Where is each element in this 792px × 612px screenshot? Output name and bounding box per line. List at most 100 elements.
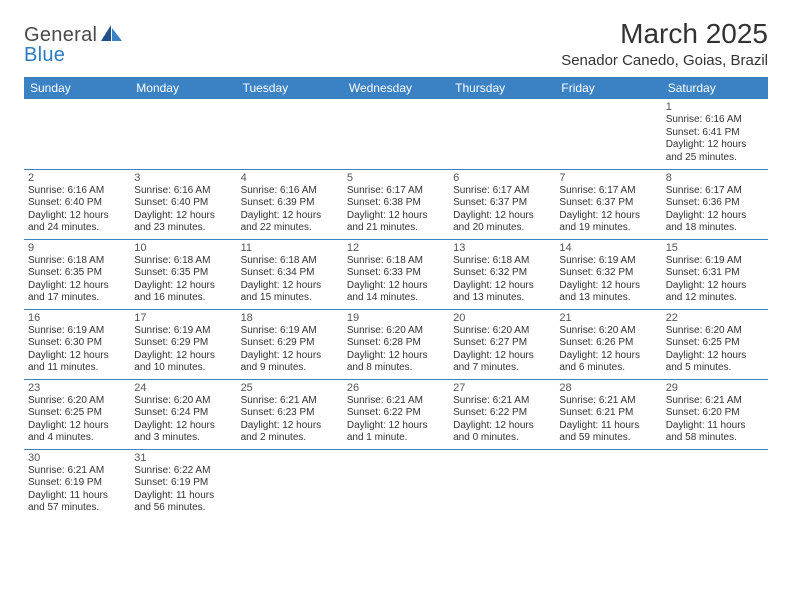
brand-part2: Blue	[24, 44, 65, 66]
day-number: 2	[28, 172, 126, 184]
day-info: Sunrise: 6:18 AMSunset: 6:32 PMDaylight:…	[453, 255, 551, 305]
daylight-text-2: and 13 minutes.	[559, 292, 657, 305]
calendar-week-row: 9Sunrise: 6:18 AMSunset: 6:35 PMDaylight…	[24, 239, 768, 309]
page-header: General March 2025 Senador Canedo, Goias…	[24, 18, 768, 69]
day-number: 7	[559, 172, 657, 184]
calendar-day-cell	[130, 99, 236, 169]
day-info: Sunrise: 6:16 AMSunset: 6:41 PMDaylight:…	[666, 114, 764, 164]
daylight-text-2: and 9 minutes.	[241, 362, 339, 375]
daylight-text-2: and 12 minutes.	[666, 292, 764, 305]
location-label: Senador Canedo, Goias, Brazil	[561, 52, 768, 69]
calendar-week-row: 2Sunrise: 6:16 AMSunset: 6:40 PMDaylight…	[24, 169, 768, 239]
day-info: Sunrise: 6:17 AMSunset: 6:38 PMDaylight:…	[347, 185, 445, 235]
daylight-text-1: Daylight: 12 hours	[134, 210, 232, 223]
day-info: Sunrise: 6:19 AMSunset: 6:30 PMDaylight:…	[28, 325, 126, 375]
day-info: Sunrise: 6:20 AMSunset: 6:25 PMDaylight:…	[666, 325, 764, 375]
daylight-text-1: Daylight: 12 hours	[666, 139, 764, 152]
daylight-text-1: Daylight: 12 hours	[453, 350, 551, 363]
day-info: Sunrise: 6:21 AMSunset: 6:19 PMDaylight:…	[28, 465, 126, 515]
sunrise-text: Sunrise: 6:18 AM	[347, 255, 445, 268]
calendar-week-row: 30Sunrise: 6:21 AMSunset: 6:19 PMDayligh…	[24, 449, 768, 519]
sunrise-text: Sunrise: 6:21 AM	[347, 395, 445, 408]
calendar-day-cell	[237, 449, 343, 519]
daylight-text-1: Daylight: 12 hours	[347, 420, 445, 433]
sunrise-text: Sunrise: 6:21 AM	[28, 465, 126, 478]
sunset-text: Sunset: 6:19 PM	[28, 477, 126, 490]
month-title: March 2025	[561, 18, 768, 50]
day-number: 1	[666, 101, 764, 113]
calendar-day-cell: 11Sunrise: 6:18 AMSunset: 6:34 PMDayligh…	[237, 239, 343, 309]
daylight-text-1: Daylight: 12 hours	[134, 350, 232, 363]
sail-icon	[101, 25, 123, 48]
calendar-page: General March 2025 Senador Canedo, Goias…	[0, 0, 792, 519]
sunrise-text: Sunrise: 6:22 AM	[134, 465, 232, 478]
day-number: 16	[28, 312, 126, 324]
daylight-text-1: Daylight: 12 hours	[347, 280, 445, 293]
calendar-day-cell	[662, 449, 768, 519]
calendar-day-cell: 19Sunrise: 6:20 AMSunset: 6:28 PMDayligh…	[343, 309, 449, 379]
sunset-text: Sunset: 6:26 PM	[559, 337, 657, 350]
calendar-day-cell: 6Sunrise: 6:17 AMSunset: 6:37 PMDaylight…	[449, 169, 555, 239]
day-number: 22	[666, 312, 764, 324]
day-number: 19	[347, 312, 445, 324]
sunset-text: Sunset: 6:37 PM	[559, 197, 657, 210]
day-number: 28	[559, 382, 657, 394]
daylight-text-1: Daylight: 12 hours	[666, 210, 764, 223]
weekday-monday: Monday	[130, 77, 236, 99]
sunset-text: Sunset: 6:40 PM	[28, 197, 126, 210]
daylight-text-2: and 22 minutes.	[241, 222, 339, 235]
calendar-day-cell: 22Sunrise: 6:20 AMSunset: 6:25 PMDayligh…	[662, 309, 768, 379]
sunrise-text: Sunrise: 6:17 AM	[666, 185, 764, 198]
calendar-day-cell	[237, 99, 343, 169]
day-info: Sunrise: 6:17 AMSunset: 6:37 PMDaylight:…	[453, 185, 551, 235]
sunrise-text: Sunrise: 6:16 AM	[666, 114, 764, 127]
day-info: Sunrise: 6:19 AMSunset: 6:31 PMDaylight:…	[666, 255, 764, 305]
sunrise-text: Sunrise: 6:20 AM	[559, 325, 657, 338]
calendar-day-cell: 21Sunrise: 6:20 AMSunset: 6:26 PMDayligh…	[555, 309, 661, 379]
calendar-day-cell	[449, 449, 555, 519]
daylight-text-1: Daylight: 12 hours	[134, 420, 232, 433]
sunset-text: Sunset: 6:40 PM	[134, 197, 232, 210]
day-number: 30	[28, 452, 126, 464]
day-number: 5	[347, 172, 445, 184]
daylight-text-2: and 11 minutes.	[28, 362, 126, 375]
daylight-text-2: and 18 minutes.	[666, 222, 764, 235]
daylight-text-2: and 58 minutes.	[666, 432, 764, 445]
brand-part2-wrap: Blue	[24, 44, 65, 67]
daylight-text-2: and 5 minutes.	[666, 362, 764, 375]
day-info: Sunrise: 6:20 AMSunset: 6:25 PMDaylight:…	[28, 395, 126, 445]
daylight-text-2: and 7 minutes.	[453, 362, 551, 375]
calendar-day-cell: 15Sunrise: 6:19 AMSunset: 6:31 PMDayligh…	[662, 239, 768, 309]
sunset-text: Sunset: 6:29 PM	[134, 337, 232, 350]
sunrise-text: Sunrise: 6:16 AM	[28, 185, 126, 198]
weekday-wednesday: Wednesday	[343, 77, 449, 99]
daylight-text-1: Daylight: 12 hours	[453, 280, 551, 293]
sunset-text: Sunset: 6:21 PM	[559, 407, 657, 420]
sunset-text: Sunset: 6:27 PM	[453, 337, 551, 350]
daylight-text-2: and 57 minutes.	[28, 502, 126, 515]
sunrise-text: Sunrise: 6:20 AM	[666, 325, 764, 338]
calendar-day-cell: 1Sunrise: 6:16 AMSunset: 6:41 PMDaylight…	[662, 99, 768, 169]
sunrise-text: Sunrise: 6:19 AM	[134, 325, 232, 338]
daylight-text-1: Daylight: 12 hours	[666, 280, 764, 293]
sunset-text: Sunset: 6:41 PM	[666, 127, 764, 140]
day-number: 15	[666, 242, 764, 254]
calendar-day-cell: 7Sunrise: 6:17 AMSunset: 6:37 PMDaylight…	[555, 169, 661, 239]
sunrise-text: Sunrise: 6:17 AM	[347, 185, 445, 198]
sunset-text: Sunset: 6:30 PM	[28, 337, 126, 350]
sunset-text: Sunset: 6:24 PM	[134, 407, 232, 420]
day-info: Sunrise: 6:21 AMSunset: 6:23 PMDaylight:…	[241, 395, 339, 445]
day-number: 6	[453, 172, 551, 184]
daylight-text-1: Daylight: 12 hours	[28, 350, 126, 363]
day-number: 17	[134, 312, 232, 324]
day-number: 21	[559, 312, 657, 324]
sunset-text: Sunset: 6:32 PM	[559, 267, 657, 280]
sunset-text: Sunset: 6:35 PM	[28, 267, 126, 280]
day-number: 4	[241, 172, 339, 184]
calendar-day-cell: 4Sunrise: 6:16 AMSunset: 6:39 PMDaylight…	[237, 169, 343, 239]
day-number: 14	[559, 242, 657, 254]
sunrise-text: Sunrise: 6:21 AM	[666, 395, 764, 408]
calendar-day-cell: 9Sunrise: 6:18 AMSunset: 6:35 PMDaylight…	[24, 239, 130, 309]
day-info: Sunrise: 6:16 AMSunset: 6:40 PMDaylight:…	[28, 185, 126, 235]
calendar-day-cell: 18Sunrise: 6:19 AMSunset: 6:29 PMDayligh…	[237, 309, 343, 379]
